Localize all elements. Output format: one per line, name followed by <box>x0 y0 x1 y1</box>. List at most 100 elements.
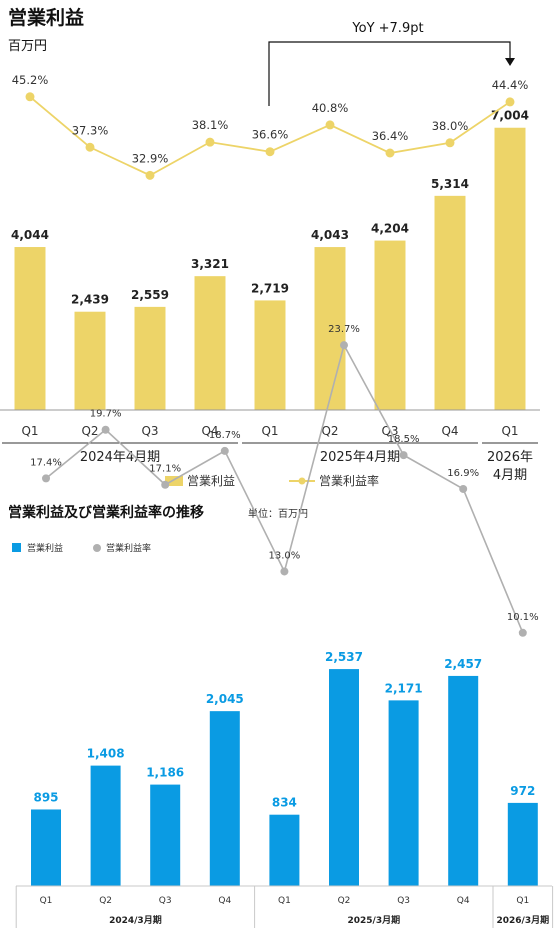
group-label: 2026年 <box>487 450 533 465</box>
yoy-bracket <box>268 41 511 106</box>
ratio-label: 38.1% <box>192 118 229 132</box>
legend-bar-label: 営業利益 <box>27 542 63 554</box>
x-tick-label: Q1 <box>278 896 291 906</box>
ratio-point <box>518 628 527 637</box>
x-tick-label: Q1 <box>261 424 278 438</box>
x-tick-label: Q2 <box>321 424 338 438</box>
bar <box>314 247 346 410</box>
bar <box>74 311 106 410</box>
bar <box>209 711 240 886</box>
bar-value-label: 2,457 <box>444 657 482 671</box>
bar <box>388 700 419 886</box>
bar-value-label: 2,537 <box>325 650 363 664</box>
ratio-point <box>220 446 229 455</box>
x-tick-label: Q3 <box>397 896 410 906</box>
chart2-plot: 895 1,408 1,186 2,045 834 2,537 2,171 2,457 972 1… <box>15 324 554 928</box>
bar <box>254 300 286 410</box>
bar <box>31 809 61 886</box>
bar-value-label: 1,186 <box>146 766 184 780</box>
yoy-arrowhead <box>505 58 515 66</box>
yoy-annotation: YoY +7.9pt <box>268 21 515 106</box>
ratio-label: 18.5% <box>388 434 420 445</box>
ratio-point <box>42 474 50 483</box>
ratio-point <box>145 170 155 180</box>
ratio-label: 44.4% <box>492 78 529 92</box>
bar <box>448 675 479 886</box>
x-tick-label: Q3 <box>159 896 172 906</box>
ratio-label: 40.8% <box>312 101 349 115</box>
group-label: 4月期 <box>493 468 527 483</box>
bar <box>434 195 466 410</box>
ratio-point <box>385 148 395 158</box>
bar <box>374 240 406 410</box>
chart1-plot: 4,044 2,439 2,559 3,321 2,719 4,043 4,204 5,314… <box>0 73 540 483</box>
bar <box>507 802 538 886</box>
x-tick-label: Q1 <box>501 424 518 438</box>
bar-value-label: 4,044 <box>11 228 49 242</box>
bar-value-label: 972 <box>510 784 535 798</box>
ratio-point <box>325 120 335 130</box>
bar-value-label: 4,043 <box>311 228 349 242</box>
x-tick-label: Q2 <box>81 424 98 438</box>
bar-value-label: 2,171 <box>385 681 423 695</box>
ratio-label: 45.2% <box>12 73 49 87</box>
bar-value-label: 2,719 <box>251 281 289 295</box>
chart1-unit: 百万円 <box>8 39 47 54</box>
legend-line-label: 営業利益率 <box>319 473 379 488</box>
bar <box>329 669 359 886</box>
ratio-point <box>161 480 170 489</box>
legend-line-marker <box>298 477 306 485</box>
bar <box>494 127 526 410</box>
group-label: 2025/3月期 <box>347 914 400 926</box>
legend-line-marker <box>93 544 101 552</box>
ratio-label: 38.0% <box>432 119 469 133</box>
x-tick-label: Q1 <box>21 424 38 438</box>
x-tick-label: Q4 <box>218 896 231 906</box>
chart2-legend: 営業利益 営業利益率 <box>12 542 151 554</box>
bar-value-label: 2,045 <box>206 692 244 706</box>
bar-value-label: 5,314 <box>431 177 469 191</box>
ratio-label: 13.0% <box>269 550 301 561</box>
ratio-point <box>265 147 275 157</box>
chart1-title: 営業利益 <box>8 6 84 29</box>
bar-value-label: 2,559 <box>131 288 169 302</box>
ratio-label: 18.7% <box>209 430 241 441</box>
group-label: 2024/3月期 <box>109 914 162 926</box>
bar-value-label: 834 <box>272 796 297 810</box>
ratio-label: 23.7% <box>328 324 360 335</box>
ratio-label: 17.1% <box>149 464 181 475</box>
x-tick-label: Q1 <box>40 896 53 906</box>
chart1-legend: 営業利益 営業利益率 <box>165 473 379 488</box>
ratio-point <box>445 138 455 148</box>
legend-line-label: 営業利益率 <box>106 542 151 554</box>
x-tick-label: Q2 <box>99 896 112 906</box>
ratio-point <box>101 425 110 434</box>
ratio-point <box>459 484 468 493</box>
ratio-label: 19.7% <box>90 409 122 420</box>
x-tick-label: Q4 <box>201 424 218 438</box>
legend-bar-swatch <box>12 543 21 552</box>
group-label: 2025年4月期 <box>320 450 400 465</box>
x-tick-label: Q3 <box>141 424 158 438</box>
bar <box>134 306 166 410</box>
bar-value-label: 3,321 <box>191 257 229 271</box>
bar-value-label: 895 <box>33 790 58 804</box>
ratio-label: 10.1% <box>507 612 539 623</box>
ratio-point <box>85 142 95 152</box>
group-label: 2026/3月期 <box>496 914 549 926</box>
bar <box>194 276 226 410</box>
ratio-label: 37.3% <box>72 123 109 137</box>
ratio-label: 36.6% <box>252 128 289 142</box>
chart2-unit: 単位：百万円 <box>248 507 308 520</box>
ratio-point <box>25 92 35 102</box>
bar-value-label: 4,204 <box>371 222 409 236</box>
bar-value-label: 7,004 <box>491 109 529 123</box>
x-tick-label: Q2 <box>338 896 351 906</box>
legend-bar-label: 営業利益 <box>187 474 235 488</box>
ratio-point <box>340 341 348 350</box>
x-tick-label: Q4 <box>457 896 470 906</box>
bar <box>14 247 46 410</box>
ratio-label: 32.9% <box>132 151 169 165</box>
legend-bar-swatch <box>165 476 183 486</box>
